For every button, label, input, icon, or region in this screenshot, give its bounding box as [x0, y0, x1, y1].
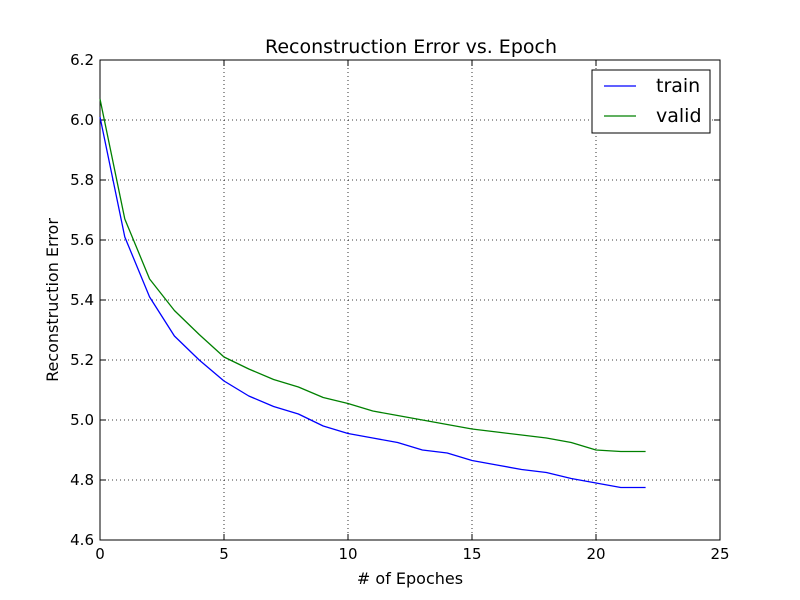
y-tick-label: 5.8: [70, 171, 94, 189]
y-tick-label: 5.2: [70, 351, 94, 369]
x-axis-label: # of Epoches: [357, 569, 463, 588]
series-line-valid: [99, 98, 646, 453]
legend-box: [591, 69, 711, 134]
tick-labels: 0 5 10 15 20 25 4.6 4.8 5.0 5.2 5.4 5.6 5.8 6.0 6.2: [70, 51, 729, 563]
x-tick-label: 25: [710, 545, 729, 563]
y-tick-label: 6.0: [70, 111, 94, 129]
x-tick-label: 0: [95, 545, 105, 563]
series-line-train: [99, 116, 646, 489]
y-axis-label: Reconstruction Error: [43, 218, 62, 382]
x-tick-label: 10: [338, 545, 357, 563]
legend-valid-label: valid: [656, 105, 702, 127]
y-tick-label: 4.8: [70, 471, 94, 489]
x-tick-label: 5: [219, 545, 229, 563]
x-tick-label: 20: [586, 545, 605, 563]
legend: train valid: [591, 69, 711, 134]
axis-ticks: [99, 59, 721, 541]
chart-title: Reconstruction Error vs. Epoch: [265, 36, 557, 58]
y-tick-label: 5.0: [70, 411, 94, 429]
y-tick-label: 5.6: [70, 231, 94, 249]
legend-train-label: train: [656, 75, 700, 97]
y-tick-label: 4.6: [70, 531, 94, 549]
series-lines: [99, 98, 646, 489]
x-tick-label: 15: [462, 545, 481, 563]
y-tick-label: 6.2: [70, 51, 94, 69]
y-tick-label: 5.4: [70, 291, 94, 309]
